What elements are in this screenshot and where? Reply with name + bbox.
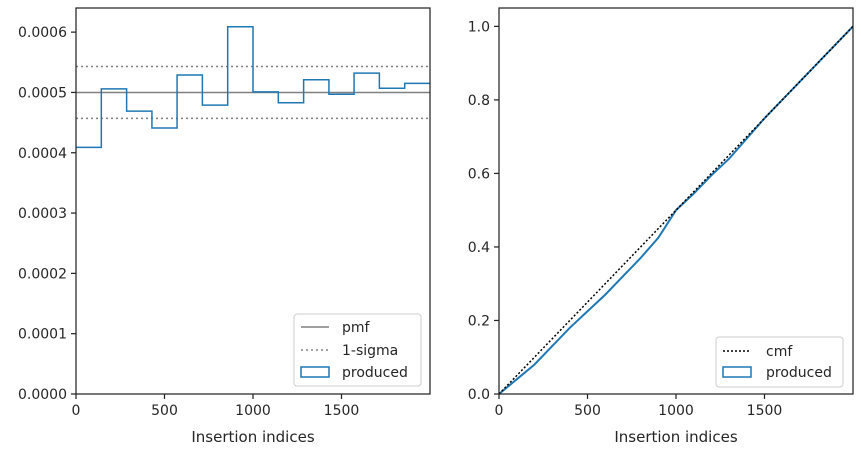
y-tick-label: 0.0003 bbox=[18, 206, 67, 222]
cdf-x-axis-label: Insertion indices bbox=[614, 428, 737, 446]
x-tick-label: 1500 bbox=[747, 403, 783, 419]
cdf-legend: cmf produced bbox=[716, 337, 843, 387]
y-tick-label: 0.4 bbox=[468, 240, 490, 256]
x-tick-label: 1000 bbox=[658, 403, 694, 419]
x-tick-label: 1000 bbox=[235, 403, 271, 419]
histogram-x-axis-label: Insertion indices bbox=[191, 428, 314, 446]
y-tick-label: 0.2 bbox=[468, 313, 490, 329]
legend-sigma-label: 1-sigma bbox=[342, 343, 398, 359]
x-tick-label: 500 bbox=[574, 403, 601, 419]
x-tick-label: 0 bbox=[495, 403, 504, 419]
y-tick-label: 0.0002 bbox=[18, 266, 67, 282]
histogram-panel: 0 500 1000 1500 0.0000 0.0001 0.0002 0.0003 0.00… bbox=[18, 8, 430, 446]
y-tick-label: 0.0005 bbox=[18, 85, 67, 101]
cdf-panel: 0 500 1000 1500 0.0 0.2 0.4 0.6 0.8 1.0 Insertion… bbox=[468, 8, 853, 446]
y-tick-label: 0.0004 bbox=[18, 146, 67, 162]
y-tick-label: 1.0 bbox=[468, 19, 490, 35]
legend-produced-label: produced bbox=[342, 365, 408, 381]
x-tick-label: 1500 bbox=[324, 403, 360, 419]
x-tick-label: 500 bbox=[151, 403, 178, 419]
legend-cmf-label: cmf bbox=[766, 344, 793, 360]
y-tick-label: 0.8 bbox=[468, 93, 490, 109]
cdf-plot-area bbox=[499, 8, 853, 394]
legend-pmf-label: pmf bbox=[342, 320, 371, 336]
x-tick-label: 0 bbox=[72, 403, 81, 419]
y-tick-label: 0.0 bbox=[468, 387, 490, 403]
y-tick-label: 0.0000 bbox=[18, 387, 67, 403]
y-tick-label: 0.6 bbox=[468, 166, 490, 182]
y-tick-label: 0.0001 bbox=[18, 327, 67, 343]
histogram-legend: pmf 1-sigma produced bbox=[294, 314, 421, 386]
legend-produced-label: produced bbox=[766, 365, 832, 381]
y-tick-label: 0.0006 bbox=[18, 25, 67, 41]
